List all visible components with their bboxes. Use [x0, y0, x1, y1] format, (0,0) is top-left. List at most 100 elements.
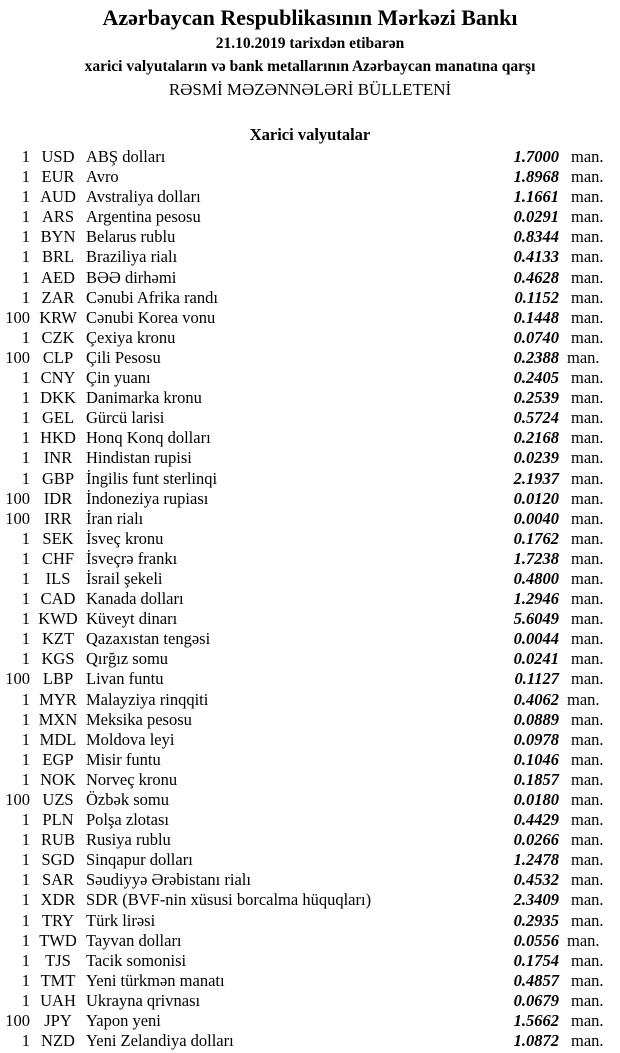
currency-code: SGD — [41, 850, 75, 870]
rate-value: 0.0180 — [513, 790, 559, 809]
rate-unit: man. — [571, 629, 604, 649]
rate-value: 0.2168 — [513, 428, 559, 448]
rate-row: 1 CAD Kanada dolları 1.2946 man. — [0, 589, 620, 609]
currency-name: Tacik somonisi — [86, 950, 187, 970]
currency-code: LBP — [42, 669, 74, 689]
currency-name: Rusiya rublu — [86, 830, 171, 850]
rates-table: 1 USD ABŞ dolları 1.7000 man. 1 EUR Avro 1.8968 m… — [0, 147, 620, 1051]
rate-value: 0.2388 — [513, 347, 559, 367]
currency-code: IRR — [44, 508, 72, 528]
rate-amount: 100 — [5, 307, 30, 327]
currency-name: Meksika pesosu — [86, 709, 192, 729]
currency-name: Polşa zlotası — [86, 810, 169, 830]
rate-row: 1 GBP İngilis funt sterlinqi 2.1937 man. — [0, 469, 620, 489]
currency-name: Səudiyyə Ərəbistanı rialı — [86, 870, 251, 890]
currency-name: Norveç kronu — [86, 769, 178, 789]
rate-unit: man. — [571, 247, 604, 267]
rate-amount: 100 — [5, 669, 30, 689]
currency-name: İndoneziya rupiası — [86, 488, 209, 508]
rate-value: 0.4133 — [513, 247, 559, 267]
rate-row: 1 CZK Çexiya kronu 0.0740 man. — [0, 328, 620, 348]
currency-name: Belarus rublu — [86, 227, 176, 247]
rate-unit: man. — [571, 488, 604, 508]
bank-title: Azərbaycan Respublikasının Mərkəzi Bankı — [102, 5, 518, 30]
rate-unit: man. — [571, 1031, 604, 1051]
rate-unit: man. — [571, 709, 604, 729]
rate-row: 1 NZD Yeni Zelandiya dolları 1.0872 man. — [0, 1031, 620, 1051]
currency-code: AED — [41, 267, 75, 287]
currency-code: GBP — [41, 468, 75, 488]
currency-code: ARS — [41, 207, 75, 227]
rate-row: 100 KRW Cənubi Korea vonu 0.1448 man. — [0, 308, 620, 328]
currency-name: Qırğız somu — [86, 649, 169, 669]
currency-code: SEK — [42, 528, 74, 548]
rate-amount: 1 — [21, 950, 30, 970]
currency-name: Moldova leyi — [86, 729, 175, 749]
rate-unit: man. — [571, 187, 604, 207]
rate-amount: 100 — [5, 347, 30, 367]
rate-row: 1 DKK Danimarka kronu 0.2539 man. — [0, 388, 620, 408]
rate-row: 1 TJS Tacik somonisi 0.1754 man. — [0, 951, 620, 971]
rate-amount: 1 — [21, 187, 30, 207]
currency-name: İngilis funt sterlinqi — [86, 468, 218, 488]
rate-unit: man. — [571, 448, 604, 468]
rate-value: 1.0872 — [513, 1031, 559, 1051]
rate-unit: man. — [571, 1011, 604, 1031]
currency-code: AUD — [40, 187, 76, 207]
currency-code: TJS — [45, 950, 71, 970]
currency-name: Avstraliya dolları — [86, 187, 201, 207]
rate-value: 0.4532 — [513, 870, 559, 890]
rate-value: 0.0266 — [513, 830, 559, 850]
currency-code: RUB — [41, 830, 75, 850]
rate-amount: 1 — [21, 167, 30, 187]
currency-name: Danimarka kronu — [86, 388, 202, 408]
rate-unit: man. — [571, 227, 604, 247]
rate-amount: 1 — [21, 649, 30, 669]
rate-value: 0.8344 — [513, 227, 559, 247]
rate-row: 1 TMT Yeni türkmən manatı 0.4857 man. — [0, 971, 620, 991]
rate-value: 1.5662 — [513, 1011, 559, 1031]
rate-value: 0.0889 — [513, 709, 559, 729]
rate-unit: man. — [571, 609, 604, 629]
currency-code: NZD — [41, 1031, 75, 1051]
currency-code: UAH — [40, 990, 76, 1010]
bulletin-subtitle: xarici valyutaların və bank metallarının… — [84, 58, 536, 75]
rate-unit: man. — [571, 810, 604, 830]
rate-amount: 1 — [21, 147, 30, 166]
rate-amount: 1 — [21, 227, 30, 247]
rate-value: 0.0241 — [513, 649, 559, 669]
currency-code: CNY — [40, 368, 76, 388]
rate-row: 1 TRY Türk lirəsi 0.2935 man. — [0, 911, 620, 931]
currency-code: TMT — [40, 970, 76, 990]
currency-name: Küveyt dinarı — [86, 609, 178, 629]
rate-unit: man. — [571, 669, 604, 689]
rate-unit: man. — [571, 428, 604, 448]
rate-value: 5.6049 — [513, 609, 559, 629]
rate-unit: man. — [571, 970, 604, 990]
currency-code: CHF — [41, 548, 75, 568]
rate-unit: man. — [571, 207, 604, 227]
rate-amount: 1 — [21, 247, 30, 267]
currency-name: Yapon yeni — [86, 1011, 161, 1031]
currency-code: KZT — [41, 629, 75, 649]
rate-value: 0.0040 — [513, 508, 559, 528]
rate-unit: man. — [571, 307, 604, 327]
rate-value: 0.4062 — [513, 689, 559, 709]
rate-value: 0.2539 — [513, 388, 559, 408]
rate-unit: man. — [571, 408, 604, 428]
rate-unit: man. — [571, 729, 604, 749]
currency-name: Malayziya rinqqiti — [86, 689, 209, 709]
currency-code: SAR — [41, 870, 75, 890]
rate-row: 1 GEL Gürcü larisi 0.5724 man. — [0, 408, 620, 428]
rate-unit: man. — [571, 388, 604, 408]
rate-amount: 1 — [21, 910, 30, 930]
currency-name: Cənubi Korea vonu — [86, 307, 216, 327]
currency-code: CZK — [41, 327, 75, 347]
rate-row: 1 AUD Avstraliya dolları 1.1661 man. — [0, 187, 620, 207]
rate-row: 1 BYN Belarus rublu 0.8344 man. — [0, 227, 620, 247]
rate-row: 1 KWD Küveyt dinarı 5.6049 man. — [0, 609, 620, 629]
currency-name: Gürcü larisi — [86, 408, 165, 428]
currency-name: İsveçrə frankı — [86, 548, 178, 568]
rate-amount: 1 — [21, 930, 30, 950]
currency-code: DKK — [40, 388, 76, 408]
